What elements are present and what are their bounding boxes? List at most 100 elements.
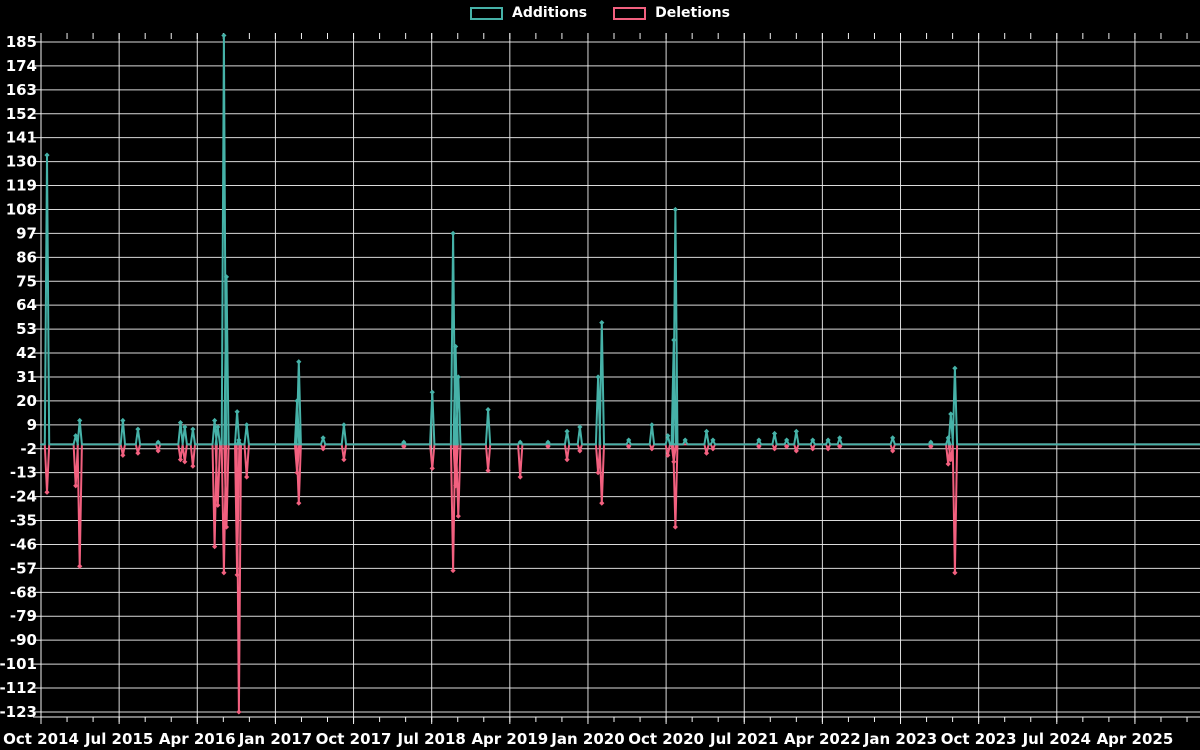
deletions-point-marker <box>135 450 141 456</box>
deletions-point-marker <box>44 489 50 495</box>
y-axis-tick-label: -101 <box>0 655 37 673</box>
y-axis-tick-label: 20 <box>16 392 37 410</box>
legend-item-additions[interactable]: Additions <box>470 6 587 20</box>
additions-point-marker <box>952 365 958 371</box>
deletions-point-marker <box>294 470 300 476</box>
additions-point-marker <box>44 152 50 158</box>
deletions-point-marker <box>73 483 79 489</box>
deletions-point-marker <box>485 467 491 474</box>
x-axis-tick-label: Oct 2023 <box>941 730 1017 748</box>
y-axis-tick-label: 152 <box>6 105 37 123</box>
additions-point-marker <box>665 433 671 439</box>
x-axis-tick-label: Apr 2022 <box>784 730 861 748</box>
deletions-legend-label: Deletions <box>655 5 730 21</box>
deletions-point-marker <box>793 448 799 454</box>
x-axis-tick-label: Apr 2016 <box>159 730 236 748</box>
y-axis-tick-label: 31 <box>16 368 37 386</box>
legend-item-deletions[interactable]: Deletions <box>613 6 730 20</box>
additions-point-marker <box>793 428 799 434</box>
additions-point-marker <box>784 437 790 443</box>
additions-point-marker <box>73 433 79 439</box>
deletions-point-marker <box>120 452 126 458</box>
additions-point-marker <box>599 319 605 326</box>
deletions-point-marker <box>517 474 523 480</box>
additions-point-marker <box>453 343 459 350</box>
y-axis-tick-label: 141 <box>6 129 37 147</box>
additions-point-marker <box>212 417 218 424</box>
deletions-point-marker <box>221 570 227 576</box>
deletions-point-marker <box>215 502 221 508</box>
deletions-point-marker <box>177 457 184 463</box>
additions-point-marker <box>577 424 583 430</box>
additions-point-marker <box>155 439 161 445</box>
deletions-swatch-icon <box>613 6 647 20</box>
x-axis-tick-label: Oct 2017 <box>316 730 392 748</box>
additions-point-marker <box>320 435 326 441</box>
additions-point-marker <box>177 420 184 426</box>
deletions-point-marker <box>756 443 762 450</box>
y-axis-tick-label: 130 <box>6 153 37 171</box>
deletions-point-marker <box>236 709 242 715</box>
x-axis-tick-label: Apr 2019 <box>471 730 548 748</box>
additions-point-marker <box>215 424 221 430</box>
additions-point-marker <box>564 428 570 434</box>
additions-point-marker <box>703 428 710 434</box>
x-axis-tick-label: Jul 2024 <box>1022 730 1091 748</box>
deletions-point-marker <box>244 474 250 480</box>
additions-point-marker <box>890 435 896 441</box>
y-axis-tick-label: 174 <box>6 57 37 75</box>
deletions-point-marker <box>212 544 218 550</box>
additions-point-marker <box>948 411 954 417</box>
deletions-point-marker <box>320 446 326 452</box>
y-axis-tick-label: 53 <box>16 320 37 338</box>
y-axis-tick-label: -123 <box>0 703 37 721</box>
additions-point-marker <box>485 406 491 413</box>
deletions-point-marker <box>341 457 347 463</box>
deletions-point-marker <box>296 500 302 506</box>
deletions-point-marker <box>577 448 583 454</box>
deletions-point-marker <box>952 570 958 576</box>
deletions-point-marker <box>837 443 843 450</box>
y-axis-tick-label: 108 <box>6 200 37 218</box>
y-axis-tick-label: 42 <box>16 344 37 362</box>
x-axis-tick-label: Jan 2023 <box>863 730 937 748</box>
additions-point-marker <box>825 437 831 443</box>
additions-point-marker <box>429 389 435 395</box>
x-axis-tick-label: Oct 2014 <box>3 730 79 748</box>
additions-point-marker <box>837 435 843 441</box>
additions-point-marker <box>77 417 83 424</box>
x-axis-tick-label: Jul 2021 <box>709 730 778 748</box>
deletions-point-marker <box>429 465 435 471</box>
additions-point-marker <box>595 374 601 380</box>
additions-point-marker <box>223 274 230 280</box>
additions-point-marker <box>296 359 302 365</box>
additions-point-marker <box>945 435 951 441</box>
additions-point-marker <box>234 409 240 415</box>
x-axis-tick-label: Apr 2025 <box>1097 730 1174 748</box>
deletions-point-marker <box>182 459 188 465</box>
deletions-point-marker <box>77 563 83 569</box>
deletions-point-marker <box>890 448 896 454</box>
additions-point-marker <box>455 374 461 380</box>
deletions-point-marker <box>234 572 240 578</box>
chart-legend: Additions Deletions <box>0 6 1200 20</box>
deletions-point-marker <box>771 446 778 452</box>
additions-point-marker <box>545 439 551 445</box>
additions-point-marker <box>135 426 141 432</box>
additions-point-marker <box>626 437 632 443</box>
y-axis-tick-label: -68 <box>10 583 37 601</box>
additions-point-marker <box>221 32 227 39</box>
deletions-point-marker <box>545 443 551 450</box>
deletions-point-marker <box>784 443 790 450</box>
additions-point-marker <box>671 337 677 343</box>
y-axis-tick-label: -24 <box>10 488 37 506</box>
deletions-point-marker <box>455 513 461 519</box>
deletions-point-marker <box>672 524 678 530</box>
additions-legend-label: Additions <box>512 5 588 21</box>
x-axis-tick-label: Jul 2015 <box>84 730 153 748</box>
additions-point-marker <box>517 439 523 445</box>
deletions-point-marker <box>453 483 459 489</box>
additions-point-marker <box>682 437 688 443</box>
